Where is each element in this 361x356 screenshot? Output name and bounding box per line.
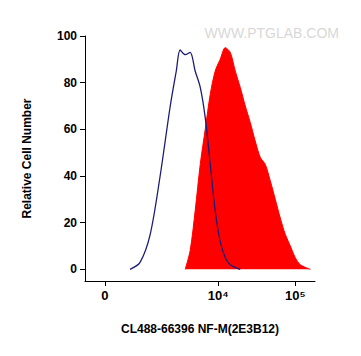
svg-text:CL488-66396 NF-M(2E3B12): CL488-66396 NF-M(2E3B12) bbox=[121, 322, 279, 336]
svg-text:40: 40 bbox=[64, 169, 78, 183]
svg-text:WWW.PTGLAB.COM: WWW.PTGLAB.COM bbox=[204, 25, 339, 41]
svg-text:100: 100 bbox=[57, 29, 77, 43]
svg-text:0: 0 bbox=[70, 262, 77, 276]
svg-text:60: 60 bbox=[64, 122, 78, 136]
svg-text:20: 20 bbox=[64, 216, 78, 230]
svg-text:0: 0 bbox=[101, 288, 108, 303]
svg-text:Relative Cell Number: Relative Cell Number bbox=[20, 98, 34, 218]
svg-text:10⁵: 10⁵ bbox=[285, 288, 306, 303]
svg-text:80: 80 bbox=[64, 76, 78, 90]
svg-text:10⁴: 10⁴ bbox=[208, 288, 229, 303]
